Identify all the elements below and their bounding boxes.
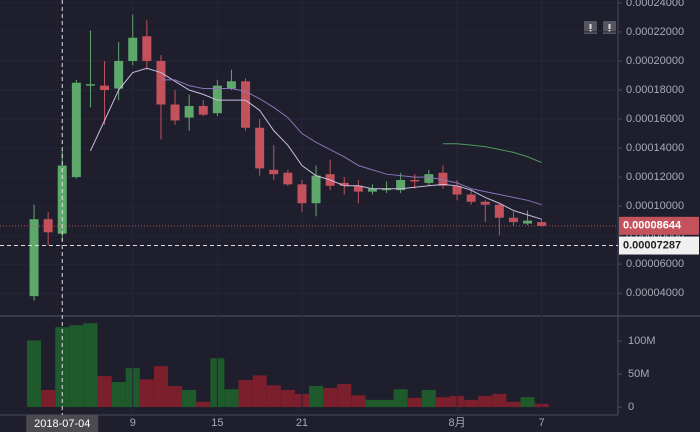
x-tick-label: 21 [296,417,308,429]
volume-bar [379,399,394,408]
volume-bar [83,323,98,408]
candle-body [353,185,363,192]
volume-bar [252,375,267,408]
crosshair-y-label: 0.00007287 [623,239,681,251]
candle-body [156,60,166,105]
volume-bar [69,325,84,408]
candle-body [114,60,124,89]
candle-body [339,182,349,186]
volume-bar [97,376,112,408]
volume-tick-label: 100M [628,335,656,347]
candle-body [170,104,180,121]
candle-body [85,84,95,86]
candle-body [508,217,518,223]
volume-bar [266,385,281,408]
volume-tick-label: 0 [628,401,634,413]
y-tick-label: 0.00004000 [626,287,684,299]
y-tick-label: 0.00018000 [626,84,684,96]
candle-body [537,222,547,226]
candle-body [241,81,251,128]
ma-line [442,143,542,164]
last-price-label: 0.00008644 [623,220,682,232]
y-tick-label: 0.00020000 [626,55,684,67]
volume-bar [196,401,211,408]
candle-body [283,172,293,185]
y-tick-label: 0.00010000 [626,200,684,212]
volume-bar [111,382,126,408]
candle-body [311,175,321,204]
volume-bar [41,389,56,408]
y-tick-label: 0.00024000 [626,0,684,9]
x-tick-label: 8月 [448,417,465,429]
candle-body [424,174,434,183]
volume-bar [27,340,42,408]
candle-body [466,194,476,202]
volume-bar [280,389,295,408]
icon-glyph [589,24,592,29]
candle-body [382,188,392,191]
y-tick-label: 0.00006000 [626,258,684,270]
volume-bar [492,393,507,408]
volume-bar [153,366,168,408]
candle-body [226,81,236,89]
x-tick-label: 9 [130,417,136,429]
x-tick-label: 7 [539,417,545,429]
volume-tick-label: 50M [628,368,649,380]
volume-bar [309,385,324,408]
candle-body [494,204,504,218]
volume-bar [351,395,366,408]
candle-body [255,127,265,169]
y-tick-label: 0.00022000 [626,26,684,38]
volume-bar [478,395,493,408]
y-tick-label: 0.00016000 [626,113,684,125]
volume-bar [168,385,183,408]
candle-body [128,37,138,61]
candle-body [212,85,222,114]
volume-bar [520,397,535,408]
candle-body [100,85,110,90]
candle-body [142,36,152,61]
candle-body [198,105,208,115]
candle-body [297,184,307,204]
icon-glyph [608,24,611,29]
volume-bar [224,389,239,408]
candle-body [452,185,462,195]
volume-bar [464,399,479,408]
candle-body [438,172,448,186]
volume-bar [407,397,422,408]
candle-body [71,82,81,178]
volume-bar [393,389,408,408]
candle-body [523,220,533,224]
candle-body [396,180,406,191]
toolbar-icons[interactable] [584,21,616,34]
y-tick-label: 0.00012000 [626,171,684,183]
candle-body [480,201,490,205]
volume-bar [506,401,521,408]
volume-bar [337,383,352,408]
volume-bar [323,387,338,408]
candle-body [29,219,39,297]
volume-bar [139,379,154,408]
volume-bar [435,397,450,408]
y-tick-label: 0.00014000 [626,142,684,154]
candle-body [367,188,377,192]
volume-bar [182,389,197,408]
x-tick-label: 15 [211,417,223,429]
ma-line [89,67,542,220]
crosshair-x-label: 2018-07-04 [34,418,90,430]
volume-bar [421,389,436,408]
volume-bar [365,399,380,408]
crosshair-x-box [26,415,99,432]
candle-body [269,169,279,175]
icon-glyph [608,30,611,32]
candle-body [410,180,420,182]
icon-glyph [589,30,592,32]
crosshair-y-box [619,236,699,255]
last-price-box [619,216,699,235]
ma-line [160,79,542,206]
volume-bar [238,380,253,408]
candle-body [184,105,194,118]
